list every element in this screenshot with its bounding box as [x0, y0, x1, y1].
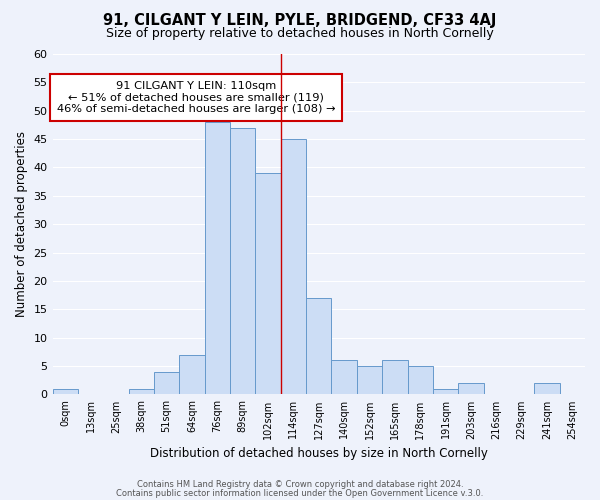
Text: Size of property relative to detached houses in North Cornelly: Size of property relative to detached ho…: [106, 28, 494, 40]
Bar: [433, 389, 458, 394]
Bar: [154, 372, 179, 394]
Bar: [382, 360, 407, 394]
Bar: [407, 366, 433, 394]
Bar: [205, 122, 230, 394]
Bar: [53, 389, 78, 394]
Bar: [534, 383, 560, 394]
Bar: [256, 173, 281, 394]
Text: Contains HM Land Registry data © Crown copyright and database right 2024.: Contains HM Land Registry data © Crown c…: [137, 480, 463, 489]
Bar: [128, 389, 154, 394]
Text: Contains public sector information licensed under the Open Government Licence v.: Contains public sector information licen…: [116, 488, 484, 498]
Bar: [458, 383, 484, 394]
X-axis label: Distribution of detached houses by size in North Cornelly: Distribution of detached houses by size …: [150, 447, 488, 460]
Bar: [281, 139, 306, 394]
Bar: [179, 354, 205, 395]
Bar: [230, 128, 256, 394]
Bar: [357, 366, 382, 394]
Bar: [331, 360, 357, 394]
Text: 91, CILGANT Y LEIN, PYLE, BRIDGEND, CF33 4AJ: 91, CILGANT Y LEIN, PYLE, BRIDGEND, CF33…: [103, 12, 497, 28]
Text: 91 CILGANT Y LEIN: 110sqm
← 51% of detached houses are smaller (119)
46% of semi: 91 CILGANT Y LEIN: 110sqm ← 51% of detac…: [57, 81, 335, 114]
Bar: [306, 298, 331, 394]
Y-axis label: Number of detached properties: Number of detached properties: [15, 131, 28, 317]
